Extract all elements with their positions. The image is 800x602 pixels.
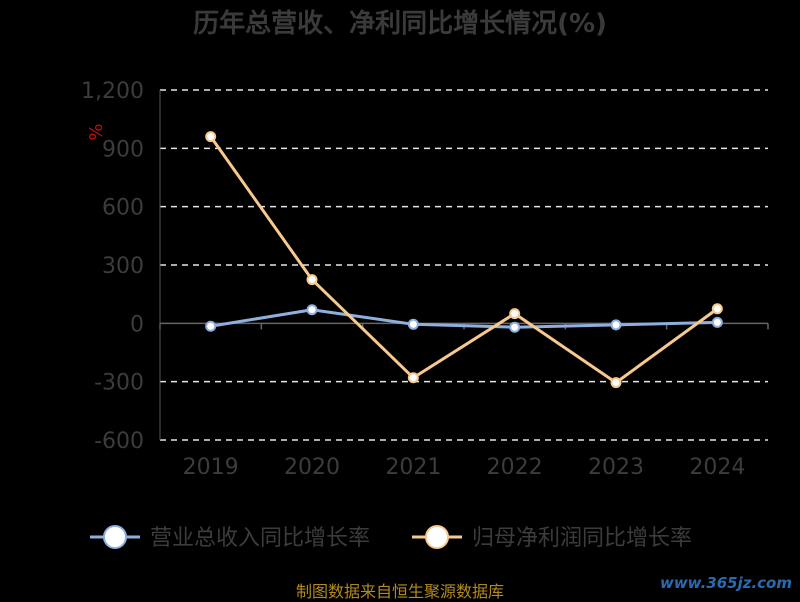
data-point[interactable]	[711, 316, 723, 328]
data-point[interactable]	[407, 372, 419, 384]
legend-marker-icon	[425, 525, 449, 549]
x-tick-label: 2023	[588, 455, 644, 480]
x-tick-label: 2024	[689, 455, 745, 480]
legend-marker-icon	[103, 525, 127, 549]
x-tick-label: 2021	[385, 455, 441, 480]
y-tick-label: 1,200	[81, 79, 144, 104]
data-point[interactable]	[407, 318, 419, 330]
data-source-footer: 制图数据来自恒生聚源数据库	[295, 582, 504, 601]
x-tick-label: 2019	[183, 455, 239, 480]
y-tick-label: 900	[102, 137, 144, 162]
data-point[interactable]	[509, 321, 521, 333]
series-line-1	[210, 308, 718, 329]
legend-label[interactable]: 归母净利润同比增长率	[472, 526, 692, 551]
y-tick-label: -300	[94, 371, 144, 396]
data-point[interactable]	[610, 319, 622, 331]
chart-title: 历年总营收、净利同比增长情况(%)	[193, 8, 607, 39]
y-tick-label: 0	[130, 312, 144, 337]
y-tick-label: 600	[102, 196, 144, 221]
legend-label[interactable]: 营业总收入同比增长率	[150, 526, 370, 551]
watermark-link[interactable]: www.365jz.com	[659, 574, 792, 592]
y-axis-unit: %	[86, 123, 107, 140]
y-tick-label: 300	[102, 254, 144, 279]
y-tick-label: -600	[94, 429, 144, 454]
data-point[interactable]	[509, 308, 521, 320]
data-point[interactable]	[205, 320, 217, 332]
data-point[interactable]	[711, 303, 723, 315]
data-point[interactable]	[306, 274, 318, 286]
series-line-2	[209, 135, 719, 385]
x-tick-label: 2022	[487, 455, 543, 480]
data-point[interactable]	[610, 377, 622, 389]
x-tick-label: 2020	[284, 455, 340, 480]
data-point[interactable]	[306, 304, 318, 316]
data-point[interactable]	[205, 131, 217, 143]
